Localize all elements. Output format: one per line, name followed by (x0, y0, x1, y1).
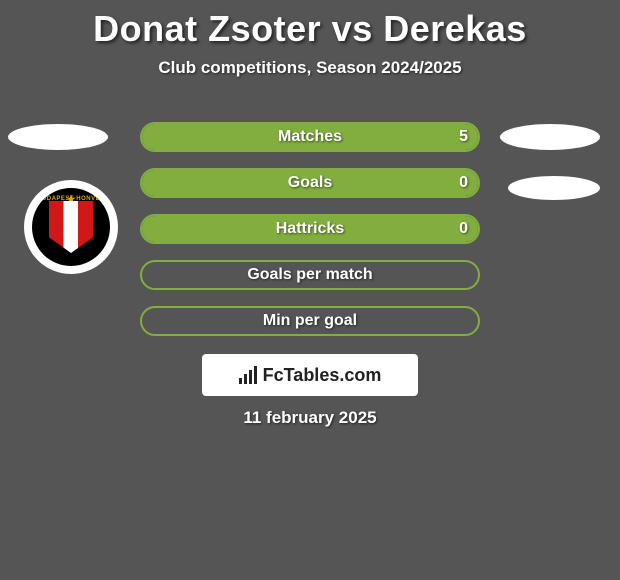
stat-row: Goals0 (140, 168, 480, 198)
stat-value-right: 0 (459, 170, 468, 196)
watermark-text: FcTables.com (263, 365, 382, 386)
player-left-oval (8, 124, 108, 150)
player-right-oval-2 (508, 176, 600, 200)
page-title: Donat Zsoter vs Derekas (0, 0, 620, 50)
date-line: 11 february 2025 (0, 408, 620, 428)
stat-row: Goals per match (140, 260, 480, 290)
subtitle: Club competitions, Season 2024/2025 (0, 58, 620, 78)
player-right-oval-1 (500, 124, 600, 150)
stat-rows: Matches5Goals0Hattricks0Goals per matchM… (140, 122, 480, 352)
shield-icon (49, 201, 93, 253)
stat-value-right: 5 (459, 124, 468, 150)
stat-label: Goals per match (142, 262, 478, 288)
watermark: FcTables.com (202, 354, 418, 396)
stat-label: Goals (142, 170, 478, 196)
stat-value-right: 0 (459, 216, 468, 242)
crest-inner: BUDAPEST HONVED FC ★ (32, 188, 110, 266)
stat-row: Matches5 (140, 122, 480, 152)
stat-label: Min per goal (142, 308, 478, 334)
chart-icon (239, 366, 257, 384)
stat-row: Hattricks0 (140, 214, 480, 244)
stat-row: Min per goal (140, 306, 480, 336)
club-crest-left: BUDAPEST HONVED FC ★ (24, 180, 118, 274)
stat-label: Matches (142, 124, 478, 150)
stat-label: Hattricks (142, 216, 478, 242)
